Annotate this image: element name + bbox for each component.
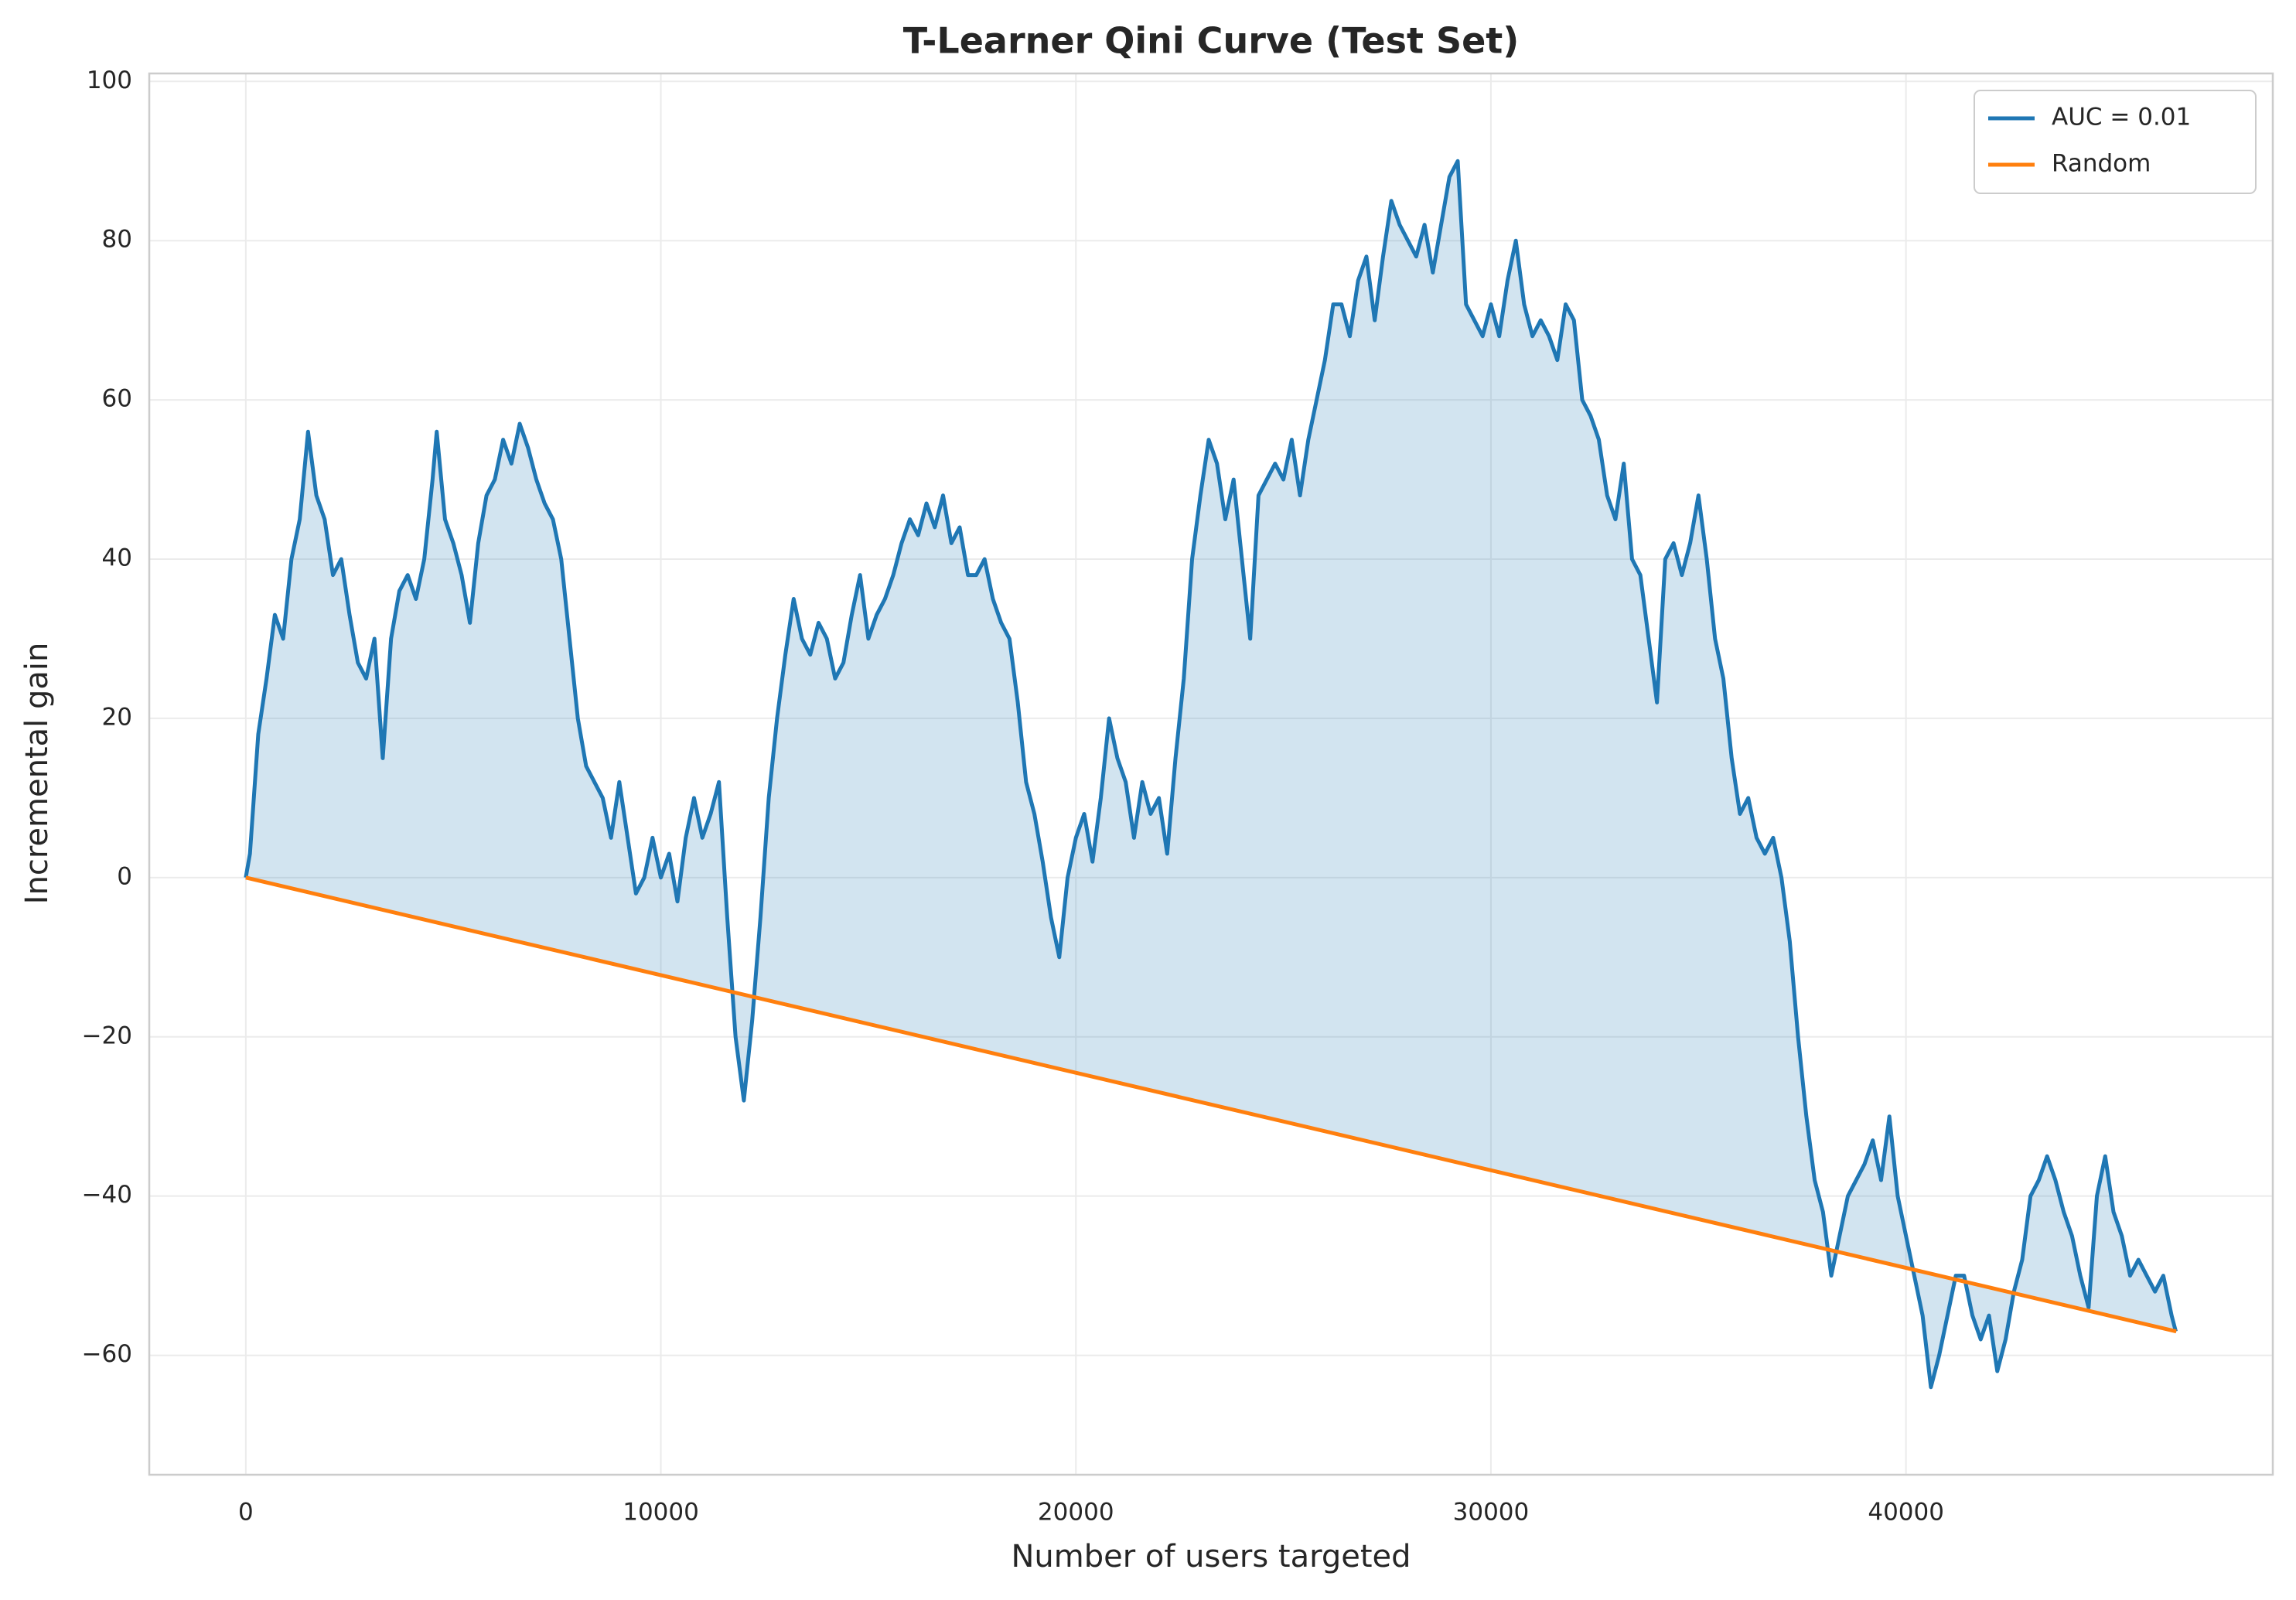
line bbox=[245, 875, 2177, 1334]
y-tick-label: 40 bbox=[102, 544, 132, 572]
legend-box bbox=[1974, 90, 2257, 194]
y-tick-label: 0 bbox=[117, 862, 132, 890]
y-tick-label: 60 bbox=[102, 385, 132, 413]
x-axis-label: Number of users targeted bbox=[1011, 1539, 1411, 1574]
legend-label: AUC = 0.01 bbox=[2052, 104, 2191, 131]
x-tick-label: 10000 bbox=[623, 1499, 699, 1527]
plot-frame bbox=[148, 72, 2274, 1476]
line bbox=[244, 159, 2178, 1390]
y-tick-label: −40 bbox=[82, 1181, 132, 1209]
x-tick-label: 20000 bbox=[1038, 1499, 1114, 1527]
y-tick-label: 100 bbox=[87, 67, 132, 94]
legend: AUC = 0.01 Random bbox=[1974, 90, 2257, 194]
y-axis-label: Incremental gain bbox=[19, 643, 55, 905]
area-fill bbox=[245, 161, 2176, 1387]
y-tick-label: −60 bbox=[82, 1340, 132, 1368]
legend-label: Random bbox=[2052, 150, 2151, 178]
y-tick-label: 80 bbox=[102, 226, 132, 254]
y-tick-label: −20 bbox=[82, 1022, 132, 1049]
chart-title: T-Learner Qini Curve (Test Set) bbox=[903, 20, 1520, 62]
x-tick-label: 40000 bbox=[1868, 1499, 1944, 1527]
y-tick-label: 20 bbox=[102, 703, 132, 731]
x-tick-label: 30000 bbox=[1453, 1499, 1530, 1527]
x-tick-label: 0 bbox=[238, 1499, 254, 1527]
